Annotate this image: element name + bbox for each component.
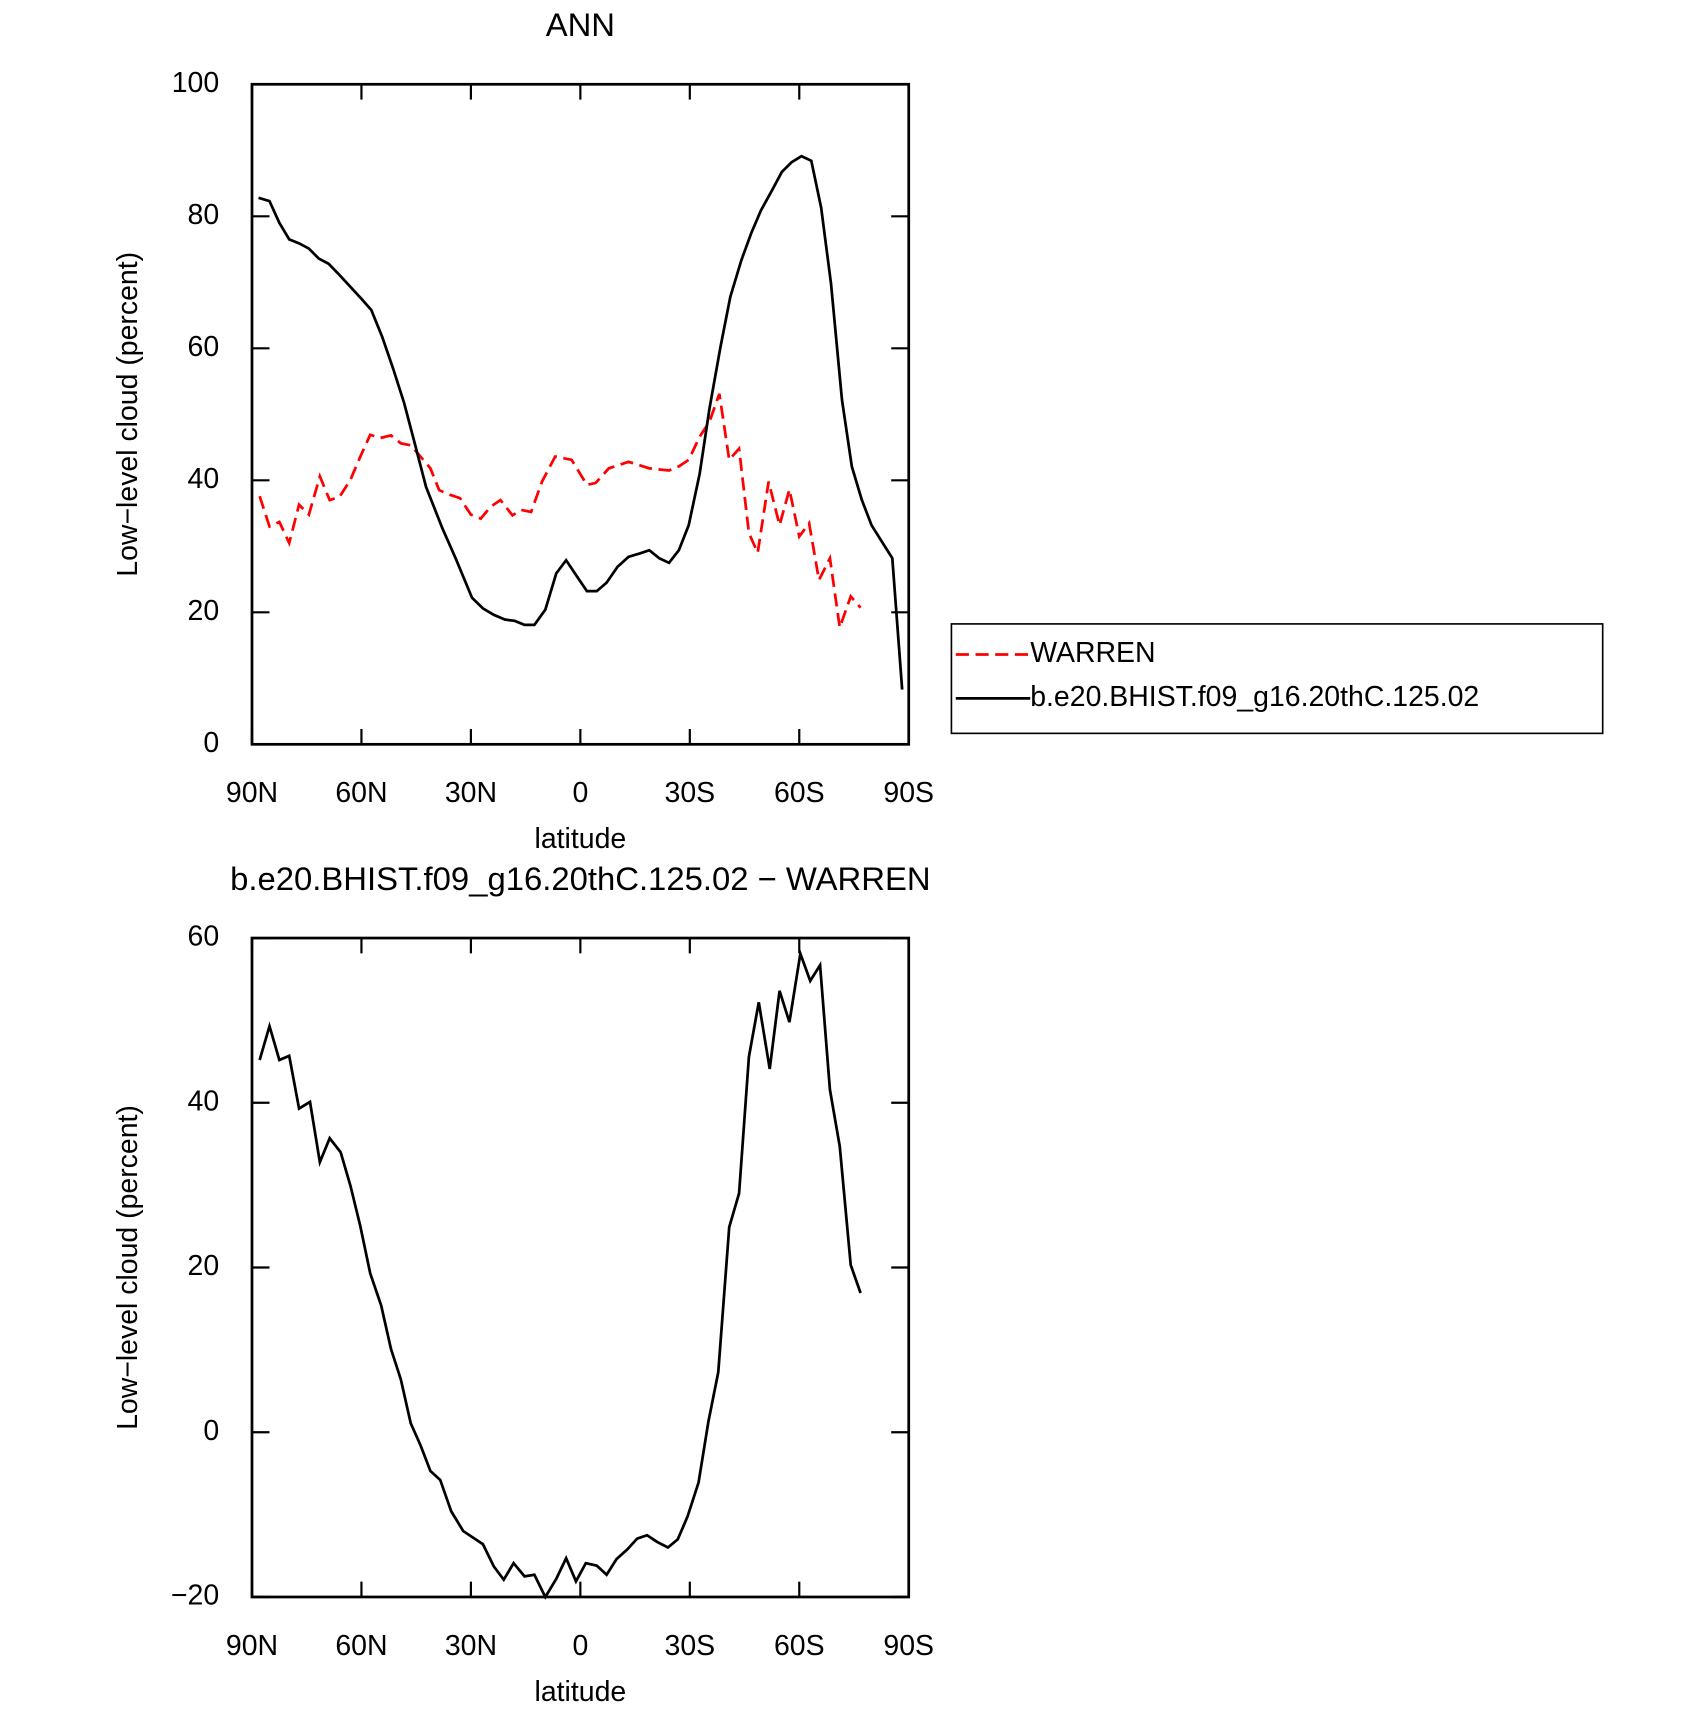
x-tick-label: 90S — [883, 1630, 934, 1662]
x-tick-label: 30S — [665, 777, 716, 809]
x-tick-label: 90N — [226, 1630, 278, 1662]
x-tick-label: 0 — [572, 777, 588, 809]
x-tick-label: 0 — [572, 1630, 588, 1662]
y-tick-label: 60 — [188, 921, 220, 953]
chart-title: b.e20.BHIST.f09_g16.20thC.125.02 − WARRE… — [230, 860, 930, 897]
y-tick-label: 0 — [203, 1415, 219, 1447]
y-axis-label: Low−level cloud (percent) — [112, 1105, 144, 1430]
y-tick-label: 40 — [188, 463, 220, 495]
data-line — [258, 393, 862, 628]
x-tick-label: 30S — [665, 1630, 716, 1662]
x-tick-label: 30N — [445, 1630, 497, 1662]
y-tick-label: 20 — [188, 595, 220, 627]
y-tick-label: 40 — [188, 1085, 220, 1117]
x-tick-label: 60N — [335, 777, 387, 809]
plot-frame — [250, 936, 911, 1599]
y-tick-label: 60 — [188, 331, 220, 363]
x-axis-label: latitude — [535, 1676, 627, 1708]
y-tick-label: −20 — [171, 1579, 219, 1611]
legend-label: b.e20.BHIST.f09_g16.20thC.125.02 — [1030, 681, 1479, 713]
legend-label: WARREN — [1030, 637, 1155, 669]
legend-box — [950, 623, 1604, 735]
x-tick-label: 30N — [445, 777, 497, 809]
y-tick-label: 20 — [188, 1250, 220, 1282]
x-tick-label: 60N — [335, 1630, 387, 1662]
x-tick-label: 90N — [226, 777, 278, 809]
data-line — [258, 948, 862, 1600]
x-axis-label: latitude — [535, 823, 627, 855]
y-tick-label: 100 — [172, 67, 219, 99]
x-tick-label: 90S — [883, 777, 934, 809]
y-tick-label: 0 — [203, 727, 219, 759]
plot-frame — [250, 82, 911, 746]
data-line — [258, 154, 904, 690]
x-tick-label: 60S — [774, 777, 825, 809]
chart-title: ANN — [546, 6, 615, 43]
x-tick-label: 60S — [774, 1630, 825, 1662]
y-axis-label: Low−level cloud (percent) — [112, 252, 144, 577]
y-tick-label: 80 — [188, 199, 220, 231]
